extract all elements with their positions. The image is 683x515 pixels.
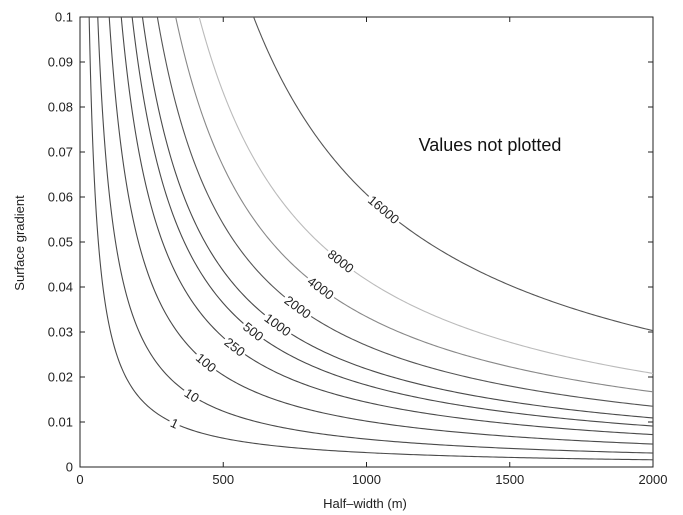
contour-label-bg [238,318,268,346]
contour-label-group: 8000 [323,245,358,277]
contour-label-group: 4000 [303,272,338,304]
contour-label-bg [166,414,183,433]
y-tick-label: 0 [66,460,73,475]
annotation-values-not-plotted: Values not plotted [419,135,562,155]
plot-frame [79,16,654,468]
contour-line-100 [108,16,654,445]
contour-label-bg [180,384,204,407]
y-tick-label: 0.09 [48,55,73,70]
x-axis-title: Half–width (m) [323,496,407,511]
contour-line-500 [131,16,654,427]
contour-label-group: 1 [166,414,183,433]
x-tick-label: 500 [212,472,234,487]
y-tick-label: 0.05 [48,235,73,250]
contour-label-10: 10 [182,385,202,405]
contour-label-bg [260,309,296,341]
contour-label-group: 2000 [280,291,316,323]
y-tick-label: 0.06 [48,190,73,205]
contour-label-bg [220,333,250,361]
contour-label-16000: 16000 [365,192,402,227]
x-tick-label: 1000 [352,472,381,487]
y-tick-label: 0.03 [48,325,73,340]
y-tick-label: 0.02 [48,370,73,385]
y-tick-label: 0.01 [48,415,73,430]
contour-line-1 [88,16,654,461]
y-tick-label: 0.08 [48,100,73,115]
contour-line-10 [97,16,654,454]
y-axis-title: Surface gradient [12,195,27,291]
x-tick-label: 0 [76,472,83,487]
contour-label-group: 250 [220,333,250,361]
x-tick-label: 1500 [495,472,524,487]
contour-label-bg [280,291,316,323]
contour-line-1000 [141,16,654,419]
contour-line-2000 [156,16,654,407]
y-tick-label: 0.07 [48,145,73,160]
y-tick-label: 0.04 [48,280,73,295]
contour-line-250 [120,16,654,436]
contour-label-bg [303,272,338,304]
contour-label-bg [191,349,221,377]
contour-label-bg [323,245,358,277]
contour-label-bg [363,191,404,229]
contour-label-group: 16000 [363,191,404,229]
x-tick-label: 2000 [639,472,668,487]
y-tick-label: 0.1 [55,10,73,25]
contour-label-group: 10 [180,384,204,407]
